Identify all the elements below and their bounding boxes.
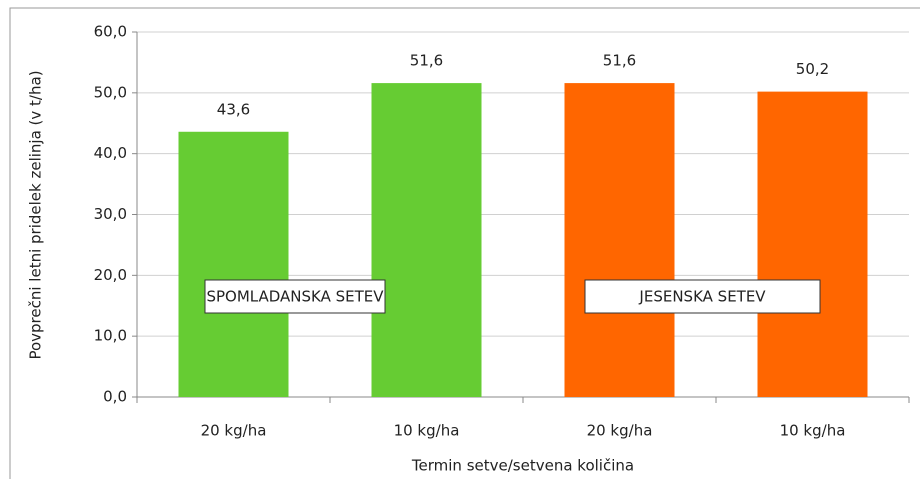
y-tick-label: 40,0 — [94, 144, 127, 162]
annotation: SPOMLADANSKA SETEV — [206, 288, 384, 306]
y-tick-label: 10,0 — [94, 327, 127, 345]
bar — [178, 131, 289, 397]
value-label: 50,2 — [796, 60, 829, 78]
y-tick-label: 30,0 — [94, 205, 127, 223]
x-tick-label: 20 kg/ha — [587, 422, 653, 440]
y-axis-title: Povprečni letni pridelek zelinja (v t/ha… — [27, 70, 45, 359]
value-label: 51,6 — [603, 52, 636, 70]
value-label: 51,6 — [410, 52, 443, 70]
annotation-box — [204, 279, 386, 314]
value-label: 43,6 — [217, 100, 250, 118]
y-tick-label: 20,0 — [94, 266, 127, 284]
bar — [564, 83, 675, 397]
annotation: JESENSKA SETEV — [638, 288, 766, 306]
y-tick-label: 60,0 — [94, 23, 127, 41]
annotation-box — [584, 279, 821, 314]
x-axis-title: Termin setve/setvena količina — [411, 457, 634, 475]
x-tick-label: 20 kg/ha — [201, 422, 267, 440]
y-tick-label: 0,0 — [103, 388, 127, 406]
y-tick-label: 50,0 — [94, 83, 127, 101]
bar — [371, 83, 482, 397]
x-tick-label: 10 kg/ha — [780, 422, 846, 440]
chart-frame — [9, 7, 920, 483]
bar — [757, 91, 868, 397]
x-tick-label: 10 kg/ha — [394, 422, 460, 440]
